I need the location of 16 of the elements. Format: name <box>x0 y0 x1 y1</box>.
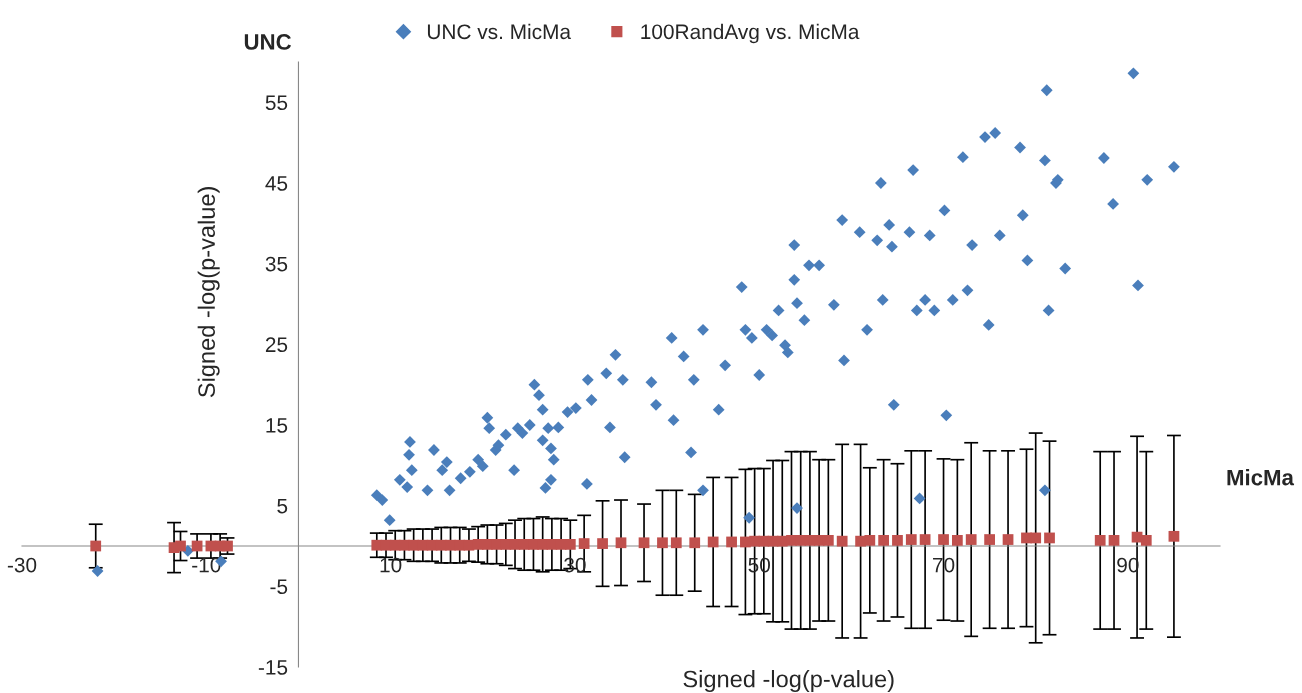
y-tick-label: 5 <box>277 498 288 514</box>
legend-label: UNC vs. MicMa <box>427 23 572 40</box>
y-tick-label: 15 <box>266 418 288 433</box>
x-tick-label: -30 <box>7 557 37 573</box>
y-axis-title: Signed -log(p-value) <box>197 187 220 398</box>
legend-label: 100RandAvg vs. MicMa <box>641 23 860 44</box>
text: UNC <box>244 34 292 50</box>
y-tick-label: 35 <box>265 256 288 272</box>
y-tick-label: -5 <box>270 579 288 595</box>
text: MicMa <box>1227 469 1295 486</box>
y-tick-label: -15 <box>258 660 288 675</box>
y-tick-label: 55 <box>265 95 288 111</box>
y-tick-label: 25 <box>265 337 288 353</box>
y-tick-label: 45 <box>265 176 288 191</box>
x-axis-title: Signed -log(p-value) <box>683 670 894 693</box>
x-tick-label: 10 <box>380 557 402 573</box>
